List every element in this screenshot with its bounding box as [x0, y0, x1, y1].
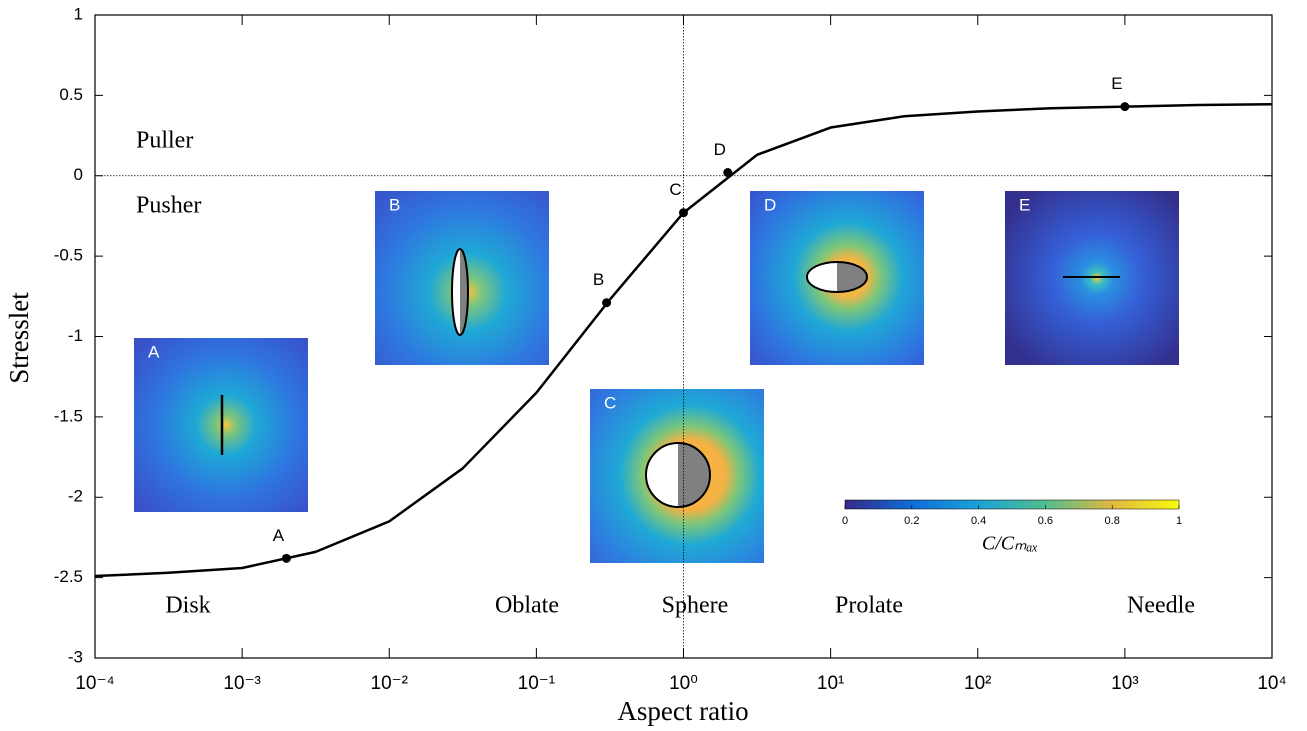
colorbar-tick-label: 0 — [842, 515, 848, 527]
y-tick-label: 0.5 — [59, 85, 83, 104]
point — [1120, 102, 1130, 112]
y-tick-label: -2.5 — [54, 567, 83, 586]
inset-b — [375, 191, 549, 365]
colorbar-tick-label: 0.2 — [904, 515, 919, 527]
x-tick-label: 10⁻⁴ — [75, 673, 114, 694]
inset-label: E — [1019, 195, 1030, 214]
y-tick-label: -3 — [68, 647, 83, 666]
point — [281, 553, 291, 563]
x-axis-label: Aspect ratio — [617, 696, 748, 726]
point — [679, 208, 688, 218]
annotation: Disk — [165, 593, 210, 619]
x-tick-label: 10² — [964, 673, 991, 694]
y-tick-label: -0.5 — [54, 246, 83, 265]
point — [602, 298, 612, 308]
annotation: Puller — [136, 128, 193, 154]
inset-c — [590, 389, 764, 563]
point-label: D — [714, 140, 726, 159]
colorbar-tick-label: 1 — [1176, 515, 1182, 527]
annotation: Oblate — [495, 593, 559, 619]
point — [723, 168, 733, 178]
colorbar — [844, 499, 1180, 510]
inset-label: C — [604, 393, 616, 412]
x-tick-label: 10⁻² — [371, 673, 409, 694]
x-tick-label: 10⁴ — [1257, 673, 1286, 694]
inset-e — [1005, 191, 1179, 365]
colorbar-tick-label: 0.6 — [1038, 515, 1053, 527]
y-tick-label: -1.5 — [54, 406, 83, 425]
y-tick-label: -1 — [68, 326, 83, 345]
point-label: B — [593, 270, 604, 289]
inset-a — [134, 338, 308, 512]
y-axis-label: Stresslet — [4, 292, 34, 384]
inset-label: B — [389, 195, 400, 214]
annotation: Needle — [1127, 593, 1195, 619]
colorbar-tick-label: 0.4 — [971, 515, 986, 527]
point-label: C — [669, 180, 681, 199]
colorbar-label: C/Cₘₐₓ — [982, 533, 1038, 555]
inset-label: A — [148, 342, 160, 361]
x-tick-label: 10⁻¹ — [518, 673, 556, 694]
x-tick-label: 10¹ — [817, 673, 844, 694]
inset-label: D — [764, 195, 776, 214]
point-label: A — [273, 526, 285, 545]
annotation: Sphere — [662, 593, 729, 619]
y-tick-label: 0 — [74, 165, 83, 184]
inset-d — [750, 191, 924, 365]
colorbar-tick-label: 0.8 — [1105, 515, 1120, 527]
y-tick-label: 1 — [74, 4, 83, 23]
x-tick-label: 10³ — [1111, 673, 1138, 694]
x-tick-label: 10⁰ — [669, 673, 698, 694]
annotation: Prolate — [835, 593, 903, 619]
annotation: Pusher — [136, 193, 201, 219]
point-label: E — [1111, 74, 1122, 93]
x-tick-label: 10⁻³ — [223, 673, 261, 694]
y-tick-label: -2 — [68, 487, 83, 506]
